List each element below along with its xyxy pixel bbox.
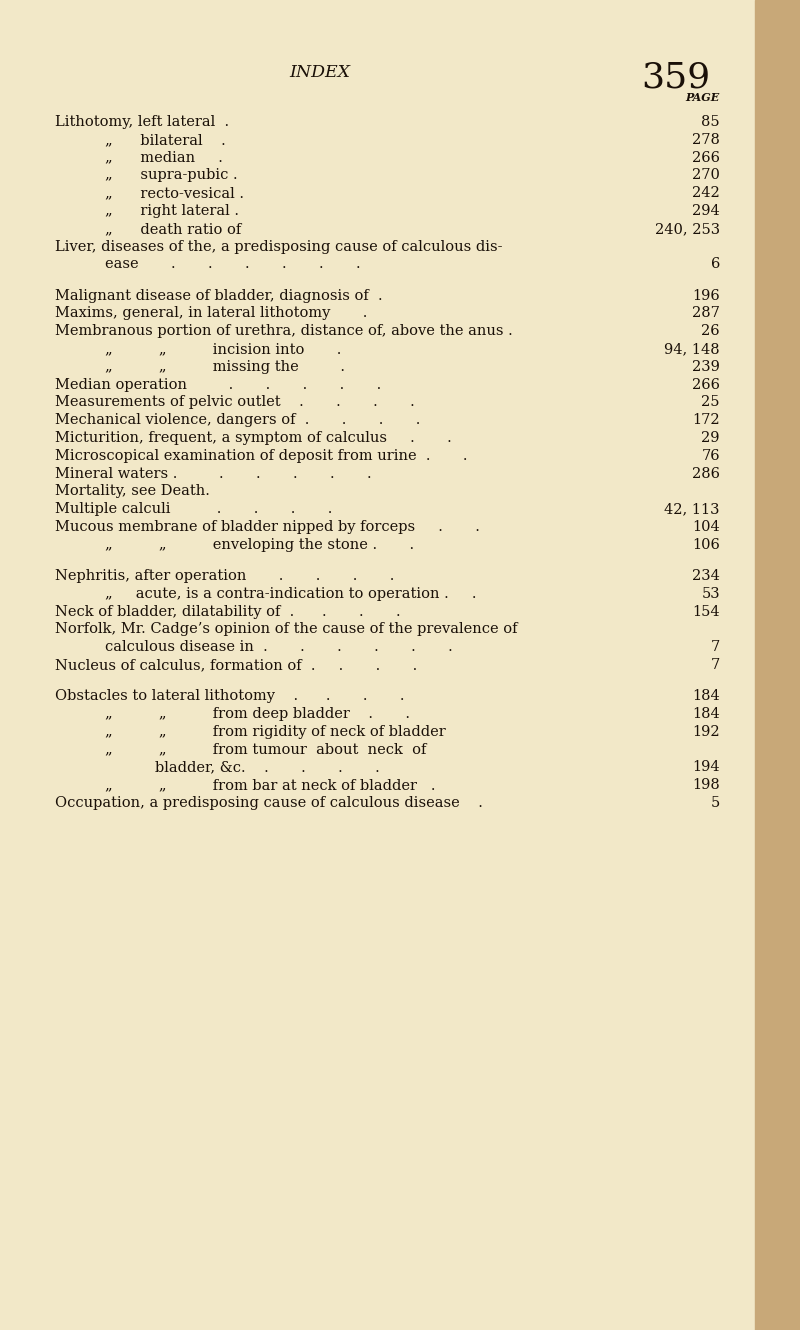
Text: „      supra-pubic .: „ supra-pubic . (105, 169, 238, 182)
Text: „          „          from rigidity of neck of bladder: „ „ from rigidity of neck of bladder (105, 725, 446, 738)
Text: Micturition, frequent, a symptom of calculus     .       .: Micturition, frequent, a symptom of calc… (55, 431, 452, 446)
Text: „      death ratio of: „ death ratio of (105, 222, 242, 235)
Text: 7: 7 (710, 640, 720, 654)
Text: 106: 106 (692, 537, 720, 552)
Text: Lithotomy, left lateral  .: Lithotomy, left lateral . (55, 114, 229, 129)
Text: „          „          missing the         .: „ „ missing the . (105, 359, 345, 374)
Text: Mortality, see Death.: Mortality, see Death. (55, 484, 210, 499)
Text: 42, 113: 42, 113 (665, 503, 720, 516)
Text: 76: 76 (702, 448, 720, 463)
Text: 154: 154 (692, 605, 720, 618)
Text: 240, 253: 240, 253 (655, 222, 720, 235)
Text: Multiple calculi          .       .       .       .: Multiple calculi . . . . (55, 503, 332, 516)
Text: 172: 172 (692, 414, 720, 427)
Text: 234: 234 (692, 569, 720, 583)
Text: Neck of bladder, dilatability of  .      .       .       .: Neck of bladder, dilatability of . . . . (55, 605, 401, 618)
Text: Mineral waters .         .       .       .       .       .: Mineral waters . . . . . . (55, 467, 372, 480)
Text: ease       .       .       .       .       .       .: ease . . . . . . (105, 258, 361, 271)
Text: 194: 194 (692, 761, 720, 774)
Text: INDEX: INDEX (290, 64, 350, 81)
Text: 242: 242 (692, 186, 720, 201)
Text: Membranous portion of urethra, distance of, above the anus .: Membranous portion of urethra, distance … (55, 325, 513, 338)
Text: Nucleus of calculus, formation of  .     .       .       .: Nucleus of calculus, formation of . . . … (55, 658, 418, 672)
Text: calculous disease in  .       .       .       .       .       .: calculous disease in . . . . . . (105, 640, 453, 654)
Text: 278: 278 (692, 133, 720, 146)
Text: 85: 85 (702, 114, 720, 129)
Text: 287: 287 (692, 306, 720, 321)
Text: „      bilateral    .: „ bilateral . (105, 133, 226, 146)
Text: 104: 104 (692, 520, 720, 533)
Text: 29: 29 (702, 431, 720, 446)
Text: 270: 270 (692, 169, 720, 182)
Text: 294: 294 (692, 203, 720, 218)
Text: 196: 196 (692, 289, 720, 302)
Text: 6: 6 (710, 258, 720, 271)
Text: bladder, &c.    .       .       .       .: bladder, &c. . . . . (155, 761, 380, 774)
Text: Liver, diseases of the, a predisposing cause of calculous dis-: Liver, diseases of the, a predisposing c… (55, 239, 502, 254)
Text: Malignant disease of bladder, diagnosis of  .: Malignant disease of bladder, diagnosis … (55, 289, 382, 302)
Text: Measurements of pelvic outlet    .       .       .       .: Measurements of pelvic outlet . . . . (55, 395, 414, 410)
Text: 26: 26 (702, 325, 720, 338)
Text: Maxims, general, in lateral lithotomy       .: Maxims, general, in lateral lithotomy . (55, 306, 367, 321)
Text: Obstacles to lateral lithotomy    .      .       .       .: Obstacles to lateral lithotomy . . . . (55, 689, 405, 704)
Text: 286: 286 (692, 467, 720, 480)
Text: PAGE: PAGE (686, 92, 720, 102)
Text: „     acute, is a contra-indication to operation .     .: „ acute, is a contra-indication to opera… (105, 587, 477, 601)
Text: „      recto-vesical .: „ recto-vesical . (105, 186, 244, 201)
Text: 7: 7 (710, 658, 720, 672)
Text: 25: 25 (702, 395, 720, 410)
Text: 94, 148: 94, 148 (664, 342, 720, 356)
Text: „      right lateral .: „ right lateral . (105, 203, 239, 218)
Text: 184: 184 (692, 706, 720, 721)
Text: 266: 266 (692, 378, 720, 391)
Text: 359: 359 (641, 60, 710, 94)
Text: „          „          incision into       .: „ „ incision into . (105, 342, 342, 356)
Text: Microscopical examination of deposit from urine  .       .: Microscopical examination of deposit fro… (55, 448, 467, 463)
Text: Mucous membrane of bladder nipped by forceps     .       .: Mucous membrane of bladder nipped by for… (55, 520, 480, 533)
Text: Median operation         .       .       .       .       .: Median operation . . . . . (55, 378, 382, 391)
Text: Norfolk, Mr. Cadge’s opinion of the cause of the prevalence of: Norfolk, Mr. Cadge’s opinion of the caus… (55, 622, 518, 636)
Text: 198: 198 (692, 778, 720, 793)
Text: 192: 192 (692, 725, 720, 738)
Text: „          „          from deep bladder    .       .: „ „ from deep bladder . . (105, 706, 410, 721)
Bar (755, 0, 800, 1330)
Text: 53: 53 (702, 587, 720, 601)
Text: 5: 5 (710, 795, 720, 810)
Text: „          „          enveloping the stone .       .: „ „ enveloping the stone . . (105, 537, 414, 552)
Text: „      median     .: „ median . (105, 150, 223, 165)
Text: „          „          from bar at neck of bladder   .: „ „ from bar at neck of bladder . (105, 778, 435, 793)
Text: „          „          from tumour  about  neck  of: „ „ from tumour about neck of (105, 742, 426, 757)
Text: Occupation, a predisposing cause of calculous disease    .: Occupation, a predisposing cause of calc… (55, 795, 483, 810)
Text: Nephritis, after operation       .       .       .       .: Nephritis, after operation . . . . (55, 569, 394, 583)
Text: Mechanical violence, dangers of  .       .       .       .: Mechanical violence, dangers of . . . . (55, 414, 420, 427)
Text: 184: 184 (692, 689, 720, 704)
Text: 239: 239 (692, 359, 720, 374)
Text: 266: 266 (692, 150, 720, 165)
